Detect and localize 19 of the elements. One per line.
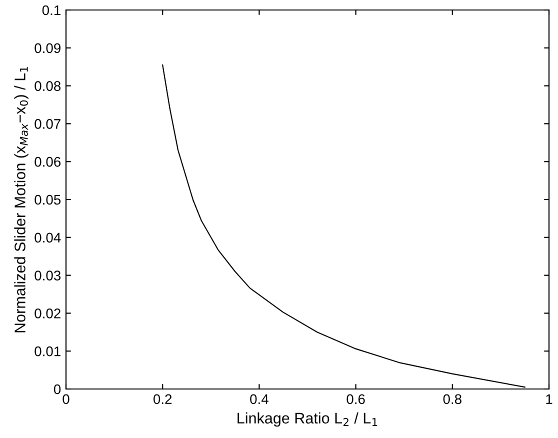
y-tick-label: 0.02 <box>34 308 60 318</box>
x-tick-label: 1 <box>546 394 552 404</box>
x-tick-label: 0.2 <box>153 394 172 404</box>
x-tick-label: 0.6 <box>346 394 365 404</box>
y-tick-label: 0.08 <box>34 81 61 91</box>
y-tick-label: 0.1 <box>42 5 60 16</box>
y-tick-label: 0 <box>54 384 61 394</box>
y-tick-label: 0.09 <box>34 43 60 54</box>
x-tick-label: 0 <box>62 394 70 404</box>
x-tick-label: 0.8 <box>443 394 462 404</box>
y-tick-label: 0.05 <box>34 194 61 205</box>
y-tick-label: 0.03 <box>34 270 61 280</box>
y-tick-label: 0.06 <box>34 156 61 167</box>
y-axis-title: Normalized Slider Motion (x$_{Max}$−x$_{0}$) / L$_{1}$ <box>14 66 28 332</box>
y-tick-label: 0.04 <box>34 232 61 243</box>
y-tick-label: 0.07 <box>34 119 60 129</box>
y-tick-label: 0.01 <box>34 346 60 356</box>
x-tick-label: 0.4 <box>250 394 268 404</box>
x-axis-title: Linkage Ratio L$_{2}$ / L$_{1}$ <box>238 412 378 427</box>
